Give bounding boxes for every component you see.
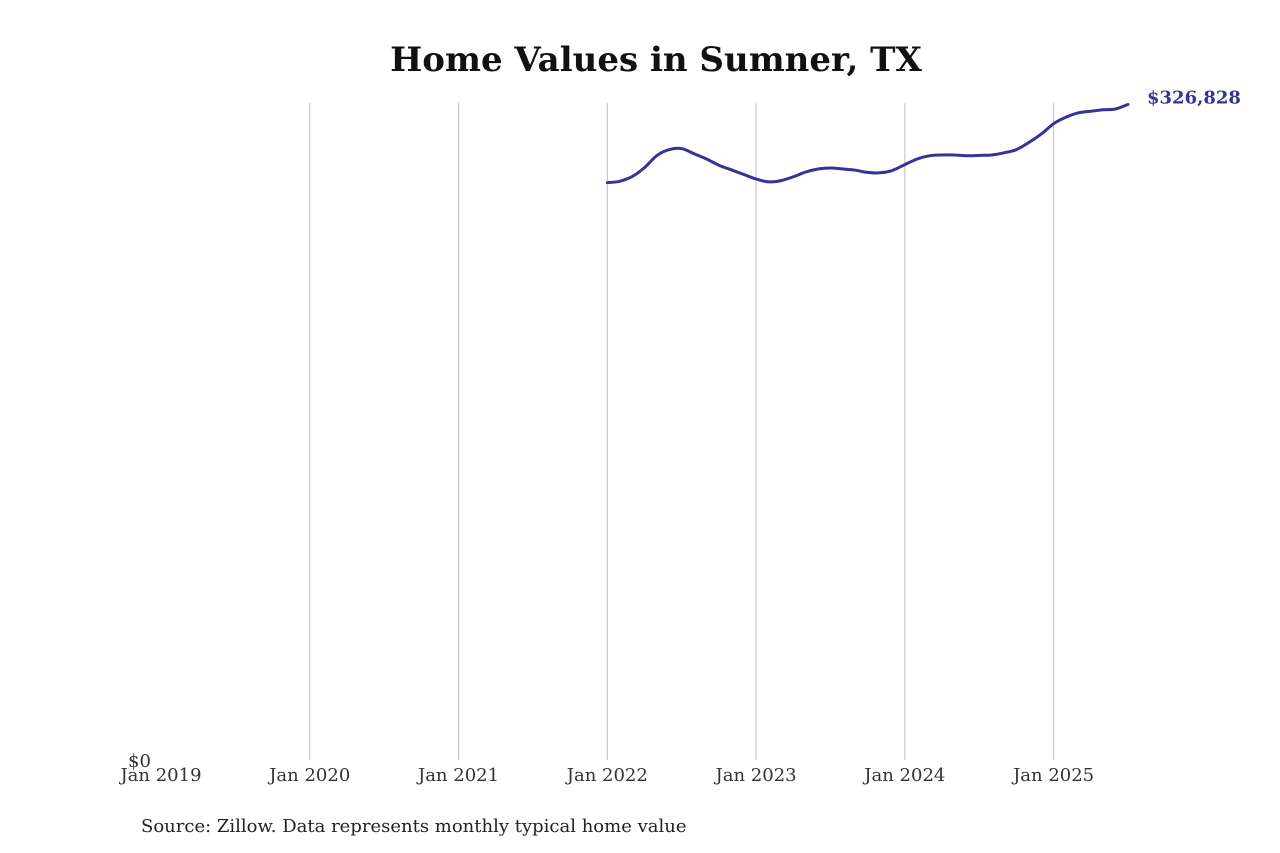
- y-axis-ticks: $0: [128, 751, 151, 772]
- x-axis-ticks: Jan 2019 Jan 2020 Jan 2021 Jan 2022 Jan 2023…: [118, 765, 1094, 786]
- gridlines: [309, 103, 1055, 760]
- y-tick-label: $0: [128, 751, 151, 772]
- x-tick-label: Jan 2019: [118, 765, 201, 786]
- x-tick-label: Jan 2024: [862, 765, 945, 786]
- chart-title: Home Values in Sumner, TX: [390, 40, 922, 80]
- source-note: Source: Zillow. Data represents monthly …: [141, 816, 687, 837]
- series-line: [605, 102, 1130, 185]
- x-tick-label: Jan 2025: [1011, 765, 1094, 786]
- end-value-label: $326,828: [1147, 87, 1241, 108]
- x-tick-label: Jan 2023: [714, 765, 797, 786]
- x-tick-label: Jan 2021: [416, 765, 499, 786]
- x-tick-label: Jan 2022: [565, 765, 648, 786]
- x-tick-label: Jan 2020: [267, 765, 350, 786]
